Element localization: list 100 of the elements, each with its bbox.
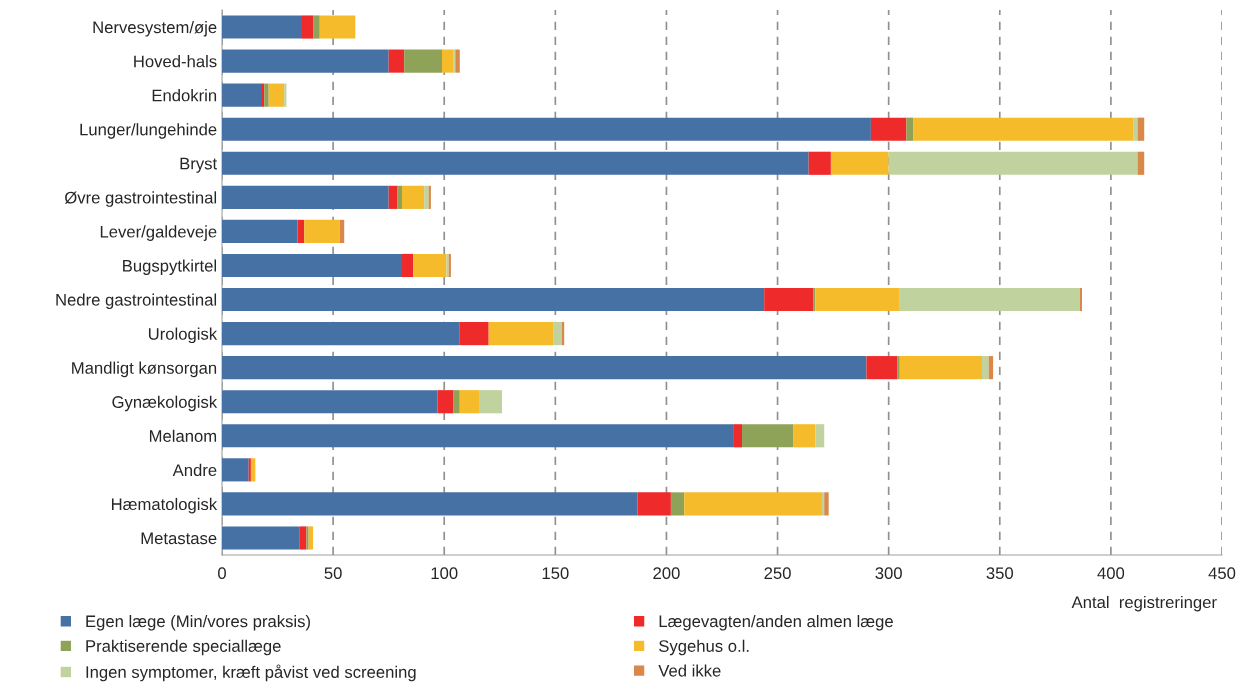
bar: [562, 322, 565, 346]
legend-label: Lægevagten/anden almen læge: [659, 615, 893, 631]
bar: [488, 322, 554, 346]
bar: [268, 83, 285, 107]
y-tick-label: Nedre gastrointestinal: [56, 293, 217, 310]
bar: [870, 117, 907, 141]
bar: [222, 151, 809, 175]
bar: [313, 15, 320, 39]
bar: [404, 49, 442, 73]
bar: [302, 15, 314, 39]
bar: [388, 185, 398, 209]
x-tick-label: 350: [986, 567, 1014, 580]
y-tick-label: Hæmatologisk: [111, 497, 218, 514]
bar: [793, 424, 816, 448]
bar: [402, 253, 414, 278]
bar: [248, 458, 251, 482]
bar: [222, 117, 871, 141]
bar: [222, 287, 765, 312]
x-tick-label: 400: [1097, 567, 1125, 580]
x-tick-label: 450: [1208, 567, 1236, 580]
bar: [913, 117, 1134, 141]
bar: [553, 322, 562, 346]
bar: [299, 526, 307, 550]
y-tick-label: Øvre gastrointestinal: [64, 191, 217, 207]
y-tick-label: Mandligt kønsorgan: [72, 361, 217, 378]
bar: [459, 322, 489, 346]
bar: [637, 492, 671, 516]
bar: [733, 424, 742, 448]
bar: [684, 492, 822, 516]
x-tick-label: 250: [764, 567, 791, 580]
bar: [222, 253, 402, 278]
bar: [453, 49, 456, 73]
bar: [222, 15, 302, 39]
bar: [815, 287, 900, 312]
bar: [222, 424, 734, 448]
x-axis-title: Antal registreringer: [1071, 595, 1217, 612]
bar: [222, 390, 438, 414]
y-tick-label: Bryst: [180, 157, 218, 173]
bar: [222, 185, 389, 209]
bar: [1137, 151, 1145, 175]
bar: [428, 185, 431, 209]
bar: [306, 526, 309, 550]
bar: [284, 83, 287, 107]
legend-label: Ved ikke: [658, 664, 721, 677]
bar: [888, 151, 1138, 175]
bar: [222, 219, 298, 243]
bar: [1133, 117, 1138, 141]
legend-label: Egen læge (Min/vores praksis): [86, 615, 310, 631]
bar: [866, 356, 898, 380]
bar: [308, 526, 314, 550]
y-tick-label: Gynækologisk: [112, 395, 218, 412]
bar: [264, 83, 269, 107]
bar: [479, 390, 502, 414]
bar: [982, 356, 989, 380]
y-tick-label: Lunger/lungehinde: [80, 123, 217, 139]
bar: [808, 151, 831, 175]
bar: [899, 287, 1080, 312]
bar: [824, 492, 829, 516]
bar: [742, 424, 794, 448]
bar: [906, 117, 914, 141]
bar: [222, 49, 389, 73]
bar: [670, 492, 685, 516]
bar: [222, 526, 300, 550]
bar: [222, 83, 262, 107]
bar: [813, 287, 816, 312]
bar: [222, 322, 460, 346]
bar: [222, 492, 638, 516]
y-tick-label: Endokrin: [152, 89, 217, 102]
bar: [899, 356, 982, 380]
bar: [1137, 117, 1145, 141]
bar: [319, 15, 356, 39]
legend-label: Praktiserende speciallæge: [86, 639, 281, 656]
bar: [262, 83, 265, 107]
y-tick-label: Hoved-hals: [134, 55, 217, 68]
x-tick-label: 50: [324, 567, 342, 580]
y-tick-label: Lever/galdeveje: [100, 225, 217, 241]
y-tick-label: Bugspytkirtel: [123, 259, 217, 275]
x-tick-label: 300: [875, 567, 902, 580]
y-tick-label: Nervesystem/øje: [93, 20, 217, 37]
x-tick-label: 0: [218, 567, 226, 580]
bar: [459, 390, 480, 414]
bar: [815, 424, 825, 448]
x-tick-label: 100: [431, 567, 458, 580]
y-tick-label: Urologisk: [148, 327, 218, 344]
y-tick-label: Andre: [172, 463, 217, 477]
x-tick-label: 200: [653, 567, 680, 580]
bar: [424, 185, 429, 209]
y-tick-label: Melanom: [149, 429, 217, 442]
bar: [455, 49, 460, 73]
bar: [897, 356, 900, 380]
legend-label: Sygehus o.l.: [659, 639, 749, 656]
legend-label: Ingen symptomer, kræft påvist ved screening: [86, 664, 416, 682]
bar: [442, 49, 454, 73]
bar: [764, 287, 814, 312]
bar: [388, 49, 405, 73]
bar: [830, 151, 889, 175]
y-tick-label: Metastase: [141, 532, 217, 545]
bar: [413, 253, 447, 278]
bar: [453, 390, 460, 414]
bar: [822, 492, 825, 516]
